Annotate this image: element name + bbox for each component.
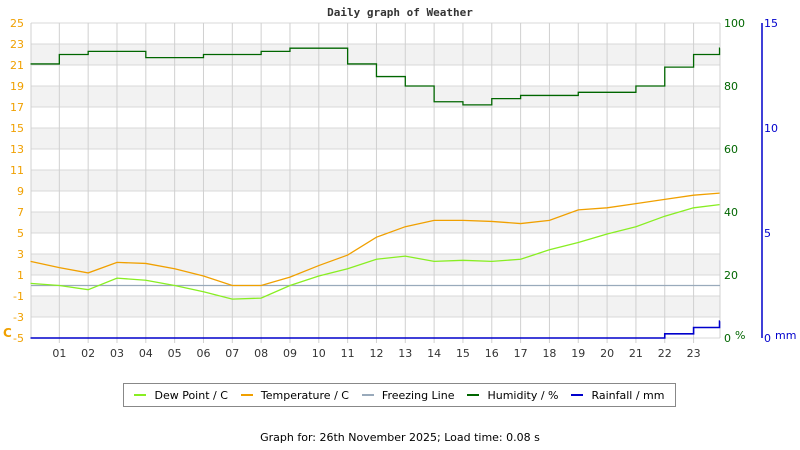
- left-tick-label: 23: [10, 38, 24, 51]
- left-tick-label: 7: [17, 206, 24, 219]
- x-tick-label: 17: [514, 347, 528, 360]
- humidity-tick-label: 40: [724, 206, 738, 219]
- humidity-tick-label: 60: [724, 143, 738, 156]
- legend-item-freezing-line: Freezing Line: [361, 389, 454, 402]
- left-tick-label: 21: [10, 59, 24, 72]
- x-tick-label: 05: [168, 347, 182, 360]
- temperature-c-line: [30, 192, 720, 287]
- x-tick-label: 08: [254, 347, 268, 360]
- humidity-line: [30, 47, 721, 106]
- left-tick-label: 19: [10, 80, 24, 93]
- x-tick-label: 06: [196, 347, 210, 360]
- grid-bands: [31, 44, 720, 317]
- rain-axis-unit: mm: [775, 329, 796, 342]
- left-tick-label: -1: [13, 290, 24, 303]
- rain-axis-ticks: 15 10 5 0: [764, 17, 778, 345]
- left-tick-label: 11: [10, 164, 24, 177]
- humidity-tick-label: 20: [724, 269, 738, 282]
- x-tick-label: 09: [283, 347, 297, 360]
- humidity-tick-label: 0: [724, 332, 731, 345]
- x-tick-label: 22: [658, 347, 672, 360]
- x-tick-label: 02: [81, 347, 95, 360]
- x-tick-label: 20: [600, 347, 614, 360]
- legend-item-temperature: Temperature / C: [240, 389, 349, 402]
- rainfall-swatch: [571, 394, 584, 396]
- x-tick-label: 04: [139, 347, 153, 360]
- left-axis-unit: C: [3, 326, 12, 340]
- left-axis-ticks: 25 23 21 19 17 15 13 11 9 7 5 3 1 -1 -3 -5: [10, 17, 24, 345]
- left-tick-label: 15: [10, 122, 24, 135]
- dew-point-c-line: [30, 204, 720, 300]
- x-tick-label: 01: [52, 347, 66, 360]
- dew-point-swatch: [134, 394, 147, 396]
- temperature-swatch: [240, 394, 253, 396]
- left-tick-label: 25: [10, 17, 24, 30]
- x-tick-label: 23: [687, 347, 701, 360]
- series-lines: [30, 47, 721, 339]
- humidity-axis-ticks: 100 80 60 40 20 0: [724, 17, 745, 345]
- left-tick-label: 17: [10, 101, 24, 114]
- x-tick-label: 11: [341, 347, 355, 360]
- rain-tick-label: 5: [764, 227, 771, 240]
- humidity-axis-unit: %: [735, 329, 745, 342]
- x-axis-ticks: 01 02 03 04 05 06 07 08 09 10 11 12 13 14 15 16 17 18 19 20…: [52, 347, 700, 360]
- x-tick-label: 13: [398, 347, 412, 360]
- left-tick-label: 3: [17, 248, 24, 261]
- left-tick-label: -5: [13, 332, 24, 345]
- rain-tick-label: 0: [764, 332, 771, 345]
- left-tick-label: 9: [17, 185, 24, 198]
- left-tick-label: -3: [13, 311, 24, 324]
- chart-legend: Dew Point / C Temperature / C Freezing L…: [123, 383, 676, 407]
- chart-title: Daily graph of Weather: [327, 6, 473, 19]
- left-tick-label: 13: [10, 143, 24, 156]
- left-tick-label: 1: [17, 269, 24, 282]
- humidity-tick-label: 80: [724, 80, 738, 93]
- x-tick-label: 07: [225, 347, 239, 360]
- legend-item-rainfall: Rainfall / mm: [571, 389, 664, 402]
- rain-tick-label: 10: [764, 122, 778, 135]
- humidity-swatch: [467, 394, 480, 396]
- rainfall-mm-line: [30, 320, 721, 339]
- left-tick-label: 5: [17, 227, 24, 240]
- x-tick-label: 21: [629, 347, 643, 360]
- x-tick-label: 16: [485, 347, 499, 360]
- legend-item-dew-point: Dew Point / C: [134, 389, 228, 402]
- humidity-tick-label: 100: [724, 17, 745, 30]
- x-tick-label: 10: [312, 347, 326, 360]
- legend-item-humidity: Humidity / %: [467, 389, 558, 402]
- x-tick-label: 03: [110, 347, 124, 360]
- rain-tick-label: 15: [764, 17, 778, 30]
- footer-status: Graph for: 26th November 2025; Load time…: [260, 431, 540, 444]
- freezing-line-swatch: [361, 394, 374, 396]
- x-tick-label: 19: [571, 347, 585, 360]
- x-tick-label: 14: [427, 347, 441, 360]
- x-tick-label: 12: [369, 347, 383, 360]
- x-tick-label: 18: [542, 347, 556, 360]
- x-tick-label: 15: [456, 347, 470, 360]
